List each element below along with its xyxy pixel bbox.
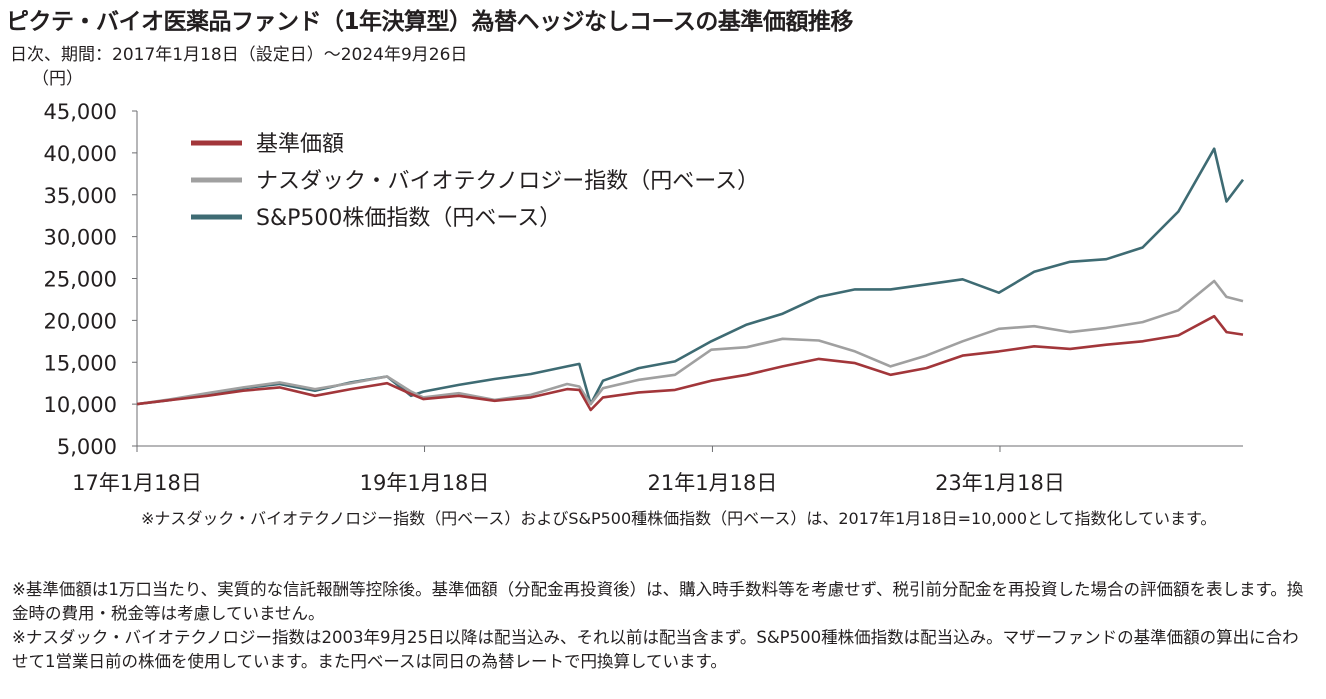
index-note: ※ナスダック・バイオテクノロジー指数（円ベース）およびS&P500種株価指数（円…	[141, 509, 1217, 528]
y-tick-label: 45,000	[44, 100, 117, 124]
y-tick-label: 40,000	[44, 142, 117, 166]
legend-label: S&P500株価指数（円ベース）	[256, 206, 561, 231]
series-lines	[136, 147, 1245, 412]
y-tick-label: 20,000	[44, 309, 117, 333]
chart-subtitle: 日次、期間：2017年1月18日（設定日）～2024年9月26日	[10, 45, 468, 65]
series-line	[136, 279, 1244, 406]
axes: 45,000 40,000 35,000 30,000 25,000 20,000 15,0…	[44, 100, 1243, 495]
chart-title: ピクテ・バイオ医薬品ファンド（1年決算型）為替ヘッジなしコースの基準価額推移	[6, 9, 853, 35]
x-tick-label: 23年1月18日	[935, 471, 1065, 495]
y-tick-label: 25,000	[44, 268, 117, 292]
legend-label: 基準価額	[256, 132, 344, 157]
x-tick-label: 17年1月18日	[72, 471, 202, 495]
series-line	[136, 314, 1244, 412]
footnotes: ※基準価額は1万口当たり、実質的な信託報酬等控除後。基準価額（分配金再投資後）は…	[12, 578, 1312, 674]
line-chart: （円） 45,000 40,000 35,000 30,000 25,000 20,000…	[32, 69, 1245, 495]
y-tick-label: 35,000	[44, 184, 117, 208]
x-tick-label: 19年1月18日	[360, 471, 490, 495]
y-tick-label: 30,000	[44, 226, 117, 250]
footnote: ※ナスダック・バイオテクノロジー指数は2003年9月25日以降は配当込み、それ以…	[12, 628, 1299, 671]
x-tick-label: 21年1月18日	[648, 471, 778, 495]
y-tick-label: 10,000	[44, 393, 117, 417]
y-axis-unit-label: （円）	[32, 69, 83, 89]
y-tick-label: 15,000	[44, 351, 117, 375]
footnote: ※基準価額は1万口当たり、実質的な信託報酬等控除後。基準価額（分配金再投資後）は…	[12, 580, 1304, 623]
y-tick-label: 5,000	[57, 435, 117, 459]
legend-label: ナスダック・バイオテクノロジー指数（円ベース）	[256, 169, 759, 194]
